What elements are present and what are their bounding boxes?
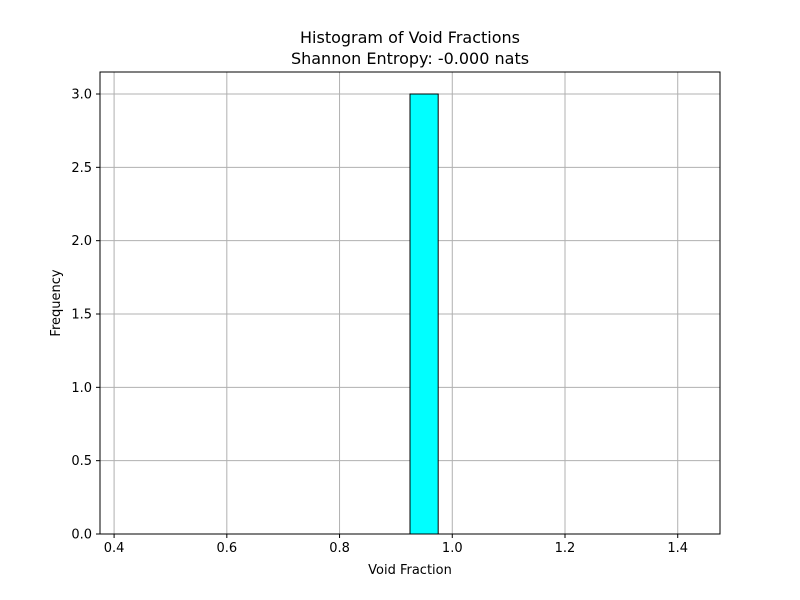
y-tick-label: 1.0 [71,381,92,396]
y-tick-label: 0.0 [71,528,92,543]
y-tick-label: 2.0 [71,234,92,249]
chart-subtitle: Shannon Entropy: -0.000 nats [291,49,529,68]
histogram-bar [409,93,439,535]
x-tick-label: 0.4 [104,541,125,556]
y-tick-label: 2.5 [71,161,92,176]
x-axis-label: Void Fraction [368,563,452,578]
x-tick-label: 1.0 [442,541,463,556]
y-tick-label: 0.5 [71,454,92,469]
y-tick-label: 1.5 [71,308,92,323]
x-tick-label: 1.4 [667,541,688,556]
y-axis-label: Frequency [49,269,64,336]
axis-ticks: 0.4 0.6 0.8 1.0 1.2 1.4 0.0 0.5 1.0 1.5 2.0 2.5 3.0 [71,88,688,557]
x-tick-label: 1.2 [555,541,576,556]
chart-title: Histogram of Void Fractions [300,28,520,47]
histogram-bars [409,93,439,535]
x-tick-label: 0.8 [329,541,350,556]
y-tick-label: 3.0 [71,88,92,103]
plot-frame [99,71,721,535]
x-tick-label: 0.6 [216,541,237,556]
